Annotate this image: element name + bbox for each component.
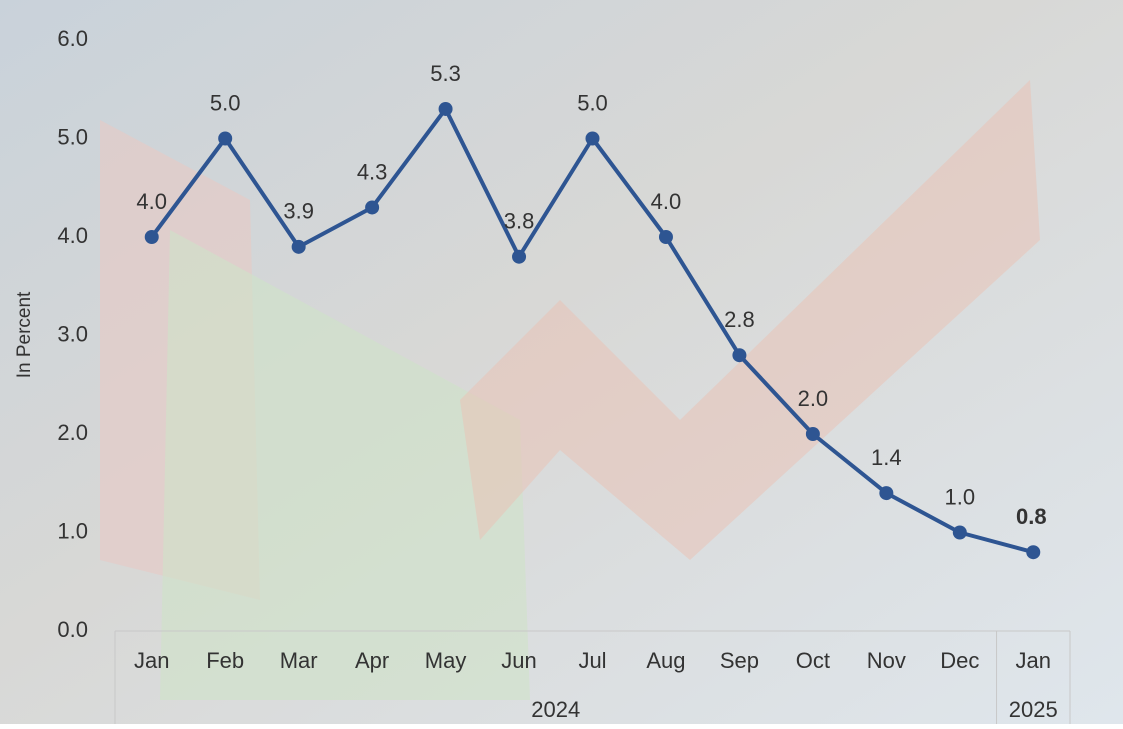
point: [218, 132, 232, 146]
y-tick-label: 0.0: [57, 617, 88, 642]
point: [512, 250, 526, 264]
point: [806, 427, 820, 441]
point: [732, 348, 746, 362]
data-label: 4.3: [357, 159, 388, 184]
y-axis-label: In Percent: [14, 291, 35, 378]
point: [586, 132, 600, 146]
point: [1026, 545, 1040, 559]
data-label: 2.0: [798, 386, 829, 411]
x-tick-label: Feb: [206, 648, 244, 673]
point: [145, 230, 159, 244]
x-tick-label: May: [425, 648, 467, 673]
y-tick-label: 2.0: [57, 420, 88, 445]
group-label: 2025: [1009, 697, 1058, 722]
x-tick-label: Jul: [578, 648, 606, 673]
data-label: 3.8: [504, 209, 535, 234]
y-tick-label: 1.0: [57, 518, 88, 543]
data-label: 3.9: [283, 199, 314, 224]
y-tick-label: 4.0: [57, 223, 88, 248]
x-tick-label: Jan: [1016, 648, 1051, 673]
data-label: 4.0: [136, 189, 167, 214]
data-label: 1.0: [945, 484, 976, 509]
data-label: 5.0: [577, 90, 608, 115]
group-label: 2024: [531, 697, 580, 722]
y-tick-label: 6.0: [57, 26, 88, 51]
point: [659, 230, 673, 244]
x-tick-label: Mar: [280, 648, 318, 673]
y-tick-label: 5.0: [57, 124, 88, 149]
chart: In Percent 0.0 1.0 2.0 3.0 4.0 5.0 6.0 Jan Feb Ma…: [0, 0, 1123, 724]
x-tick-label: Jan: [134, 648, 169, 673]
point: [292, 240, 306, 254]
data-label: 2.8: [724, 307, 755, 332]
y-tick-label: 3.0: [57, 321, 88, 346]
point: [953, 526, 967, 540]
x-tick-label: Sep: [720, 648, 759, 673]
point: [879, 486, 893, 500]
point: [365, 200, 379, 214]
data-label: 1.4: [871, 445, 902, 470]
data-label: 5.0: [210, 90, 241, 115]
data-label: 4.0: [651, 189, 682, 214]
point: [439, 102, 453, 116]
x-tick-label: Apr: [355, 648, 389, 673]
x-tick-label: Nov: [867, 648, 906, 673]
x-tick-label: Jun: [501, 648, 536, 673]
data-label: 5.3: [430, 61, 461, 86]
x-tick-label: Aug: [646, 648, 685, 673]
x-tick-label: Dec: [940, 648, 979, 673]
x-tick-label: Oct: [796, 648, 830, 673]
data-label: 0.8: [1016, 504, 1047, 529]
